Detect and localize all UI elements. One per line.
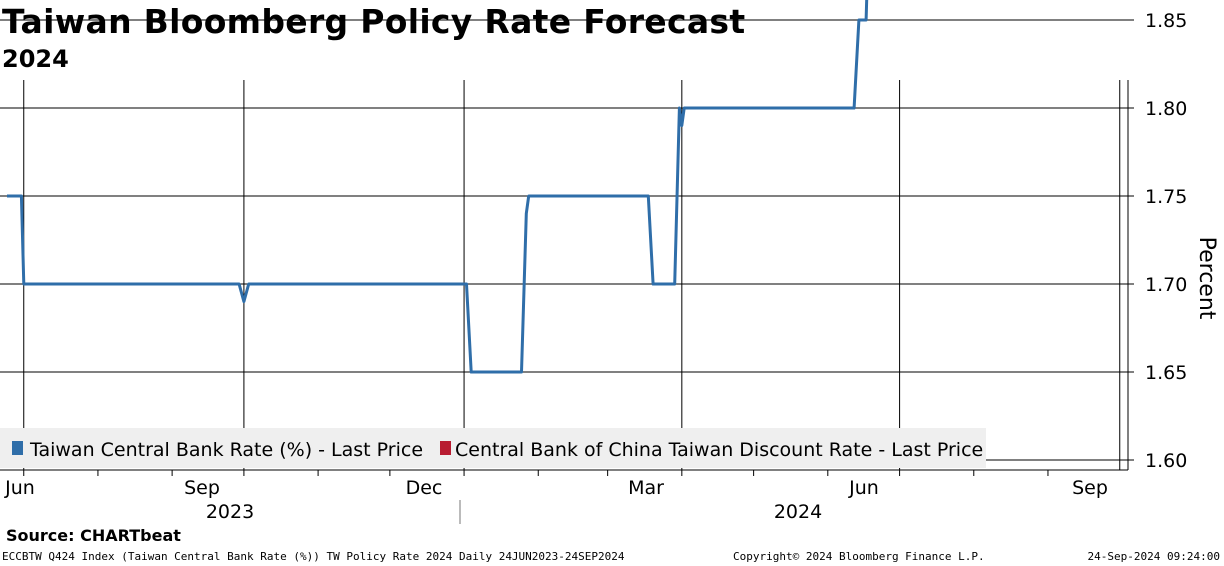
y-tick-label: 1.80: [1145, 98, 1187, 120]
x-tick-label: Sep: [184, 477, 220, 499]
source-note: Source: CHARTbeat: [6, 526, 181, 545]
legend-label: Central Bank of China Taiwan Discount Ra…: [455, 439, 983, 461]
x-tick-label: Jun: [4, 477, 35, 499]
legend-label: Taiwan Central Bank Rate (%) - Last Pric…: [29, 439, 423, 461]
legend-swatch: [440, 441, 451, 455]
y-tick-label: 1.65: [1145, 362, 1187, 384]
legend-swatch: [12, 441, 23, 455]
series-line-taiwan-central-bank-rate: [7, 0, 869, 374]
y-tick-label: 1.75: [1145, 186, 1187, 208]
y-axis-title: Percent: [1194, 237, 1219, 320]
x-tick-label: Sep: [1072, 477, 1108, 499]
copyright-note: Copyright© 2024 Bloomberg Finance L.P.: [733, 550, 985, 563]
chart-subtitle: 2024: [2, 45, 69, 73]
chart-title: Taiwan Bloomberg Policy Rate Forecast: [2, 2, 746, 41]
y-tick-label: 1.70: [1145, 274, 1187, 296]
x-tick-label: Jun: [848, 477, 879, 499]
y-tick-label: 1.60: [1145, 450, 1187, 472]
x-tick-label: Mar: [628, 477, 664, 499]
year-label: 2024: [774, 501, 822, 523]
timestamp: 24-Sep-2024 09:24:00: [1087, 550, 1220, 563]
legend-box: [0, 428, 986, 468]
x-tick-label: Dec: [406, 477, 443, 499]
year-label: 2023: [206, 501, 254, 523]
y-tick-label: 1.85: [1145, 10, 1187, 32]
ticker-info: ECCBTW Q424 Index (Taiwan Central Bank R…: [2, 550, 625, 563]
